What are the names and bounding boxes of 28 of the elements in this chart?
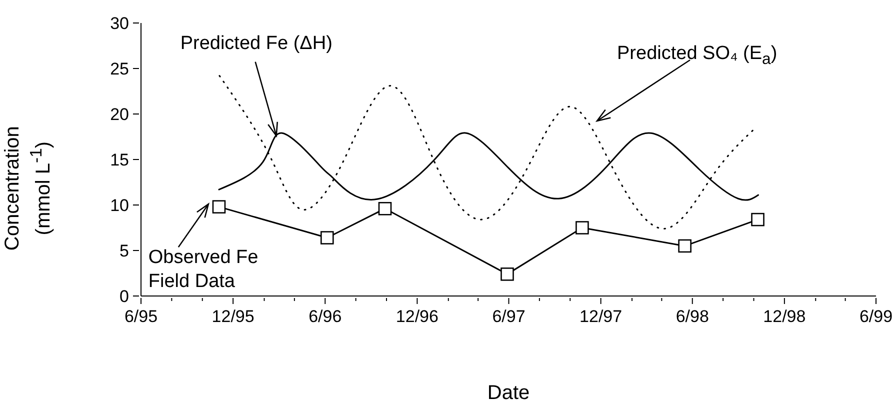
x-tick-label: 6/97 [492, 307, 526, 326]
y-tick-label: 10 [110, 196, 129, 215]
point [678, 239, 692, 253]
line-series [218, 75, 756, 230]
point [751, 212, 764, 226]
point [320, 231, 334, 244]
x-axis-title: Date [486, 382, 531, 405]
y-tick-label: 15 [110, 150, 129, 170]
x-tick-label: 6/96 [308, 307, 342, 326]
annotation: Observed Fe Field Data [148, 246, 260, 294]
x-tick-label: 12/97 [580, 307, 622, 326]
point [212, 200, 226, 214]
x-tick-label: 12/95 [212, 307, 254, 326]
y-tick-label: 5 [120, 242, 129, 260]
x-tick-label: 6/99 [859, 307, 893, 326]
point [576, 221, 589, 234]
y-tick-label: 20 [110, 105, 129, 124]
y-tick-label: 25 [110, 60, 129, 78]
y-tick-label: 30 [110, 14, 129, 33]
point [378, 202, 392, 216]
x-tick-label: 12/96 [396, 307, 438, 326]
x-tick-label: 6/98 [676, 307, 709, 326]
point [500, 268, 514, 281]
y-tick-label: 0 [120, 287, 129, 306]
annotation: Predicted Fe (ΔH) [180, 32, 334, 56]
annotation: Predicted SO₄ (E$_{a}$) [617, 42, 778, 70]
x-tick-label: 12/98 [763, 307, 806, 326]
x-tick-label: 6/95 [124, 307, 158, 326]
